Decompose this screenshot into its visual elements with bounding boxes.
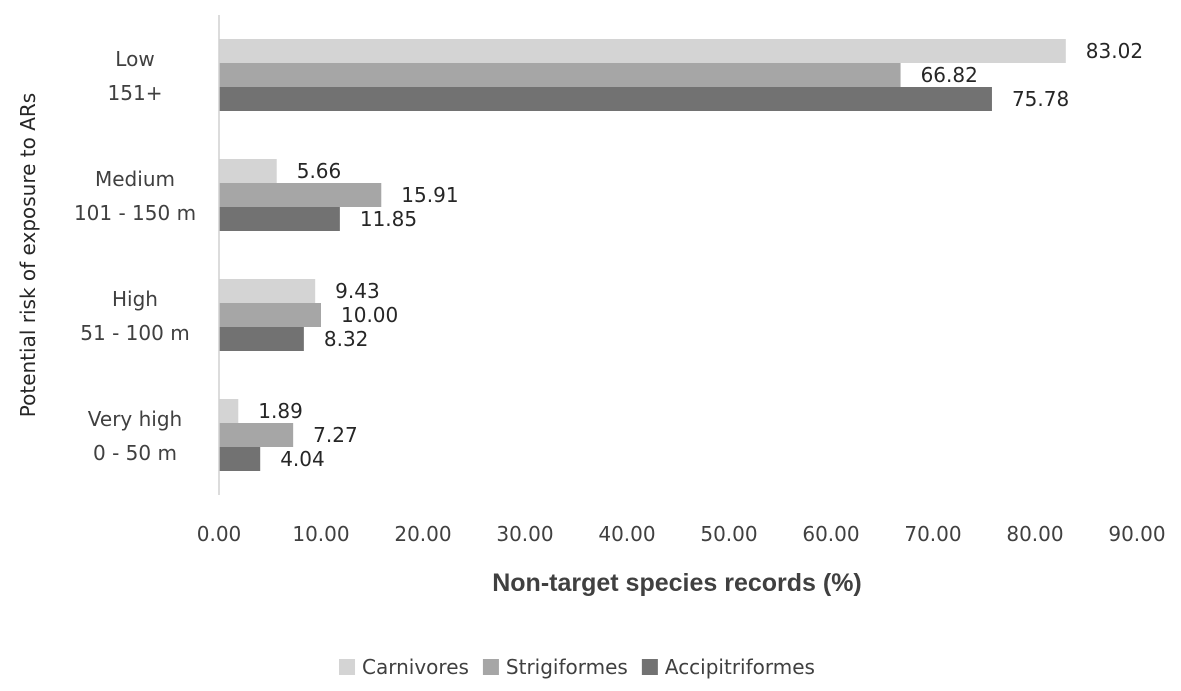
data-label-accipitriformes-2: 11.85 [360,207,417,231]
data-label-carnivores-3: 83.02 [1086,39,1143,63]
y-axis-title: Potential risk of exposure to ARs [16,93,40,417]
bar-strigiformes-1 [219,303,321,327]
data-label-accipitriformes-3: 75.78 [1012,87,1069,111]
data-label-accipitriformes-0: 4.04 [280,447,325,471]
data-label-strigiformes-3: 66.82 [921,63,978,87]
x-tick-label-9: 90.00 [1108,522,1165,546]
category-label-line1-0: Very high [88,407,182,431]
category-label-line2-2: 101 - 150 m [74,201,196,225]
data-label-strigiformes-0: 7.27 [313,423,358,447]
category-label-line2-0: 0 - 50 m [93,441,177,465]
x-tick-label-6: 60.00 [802,522,859,546]
x-tick-label-4: 40.00 [598,522,655,546]
x-tick-label-2: 20.00 [394,522,451,546]
bar-accipitriformes-2 [219,207,340,231]
bar-accipitriformes-3 [219,87,992,111]
bar-carnivores-3 [219,39,1066,63]
x-tick-label-5: 50.00 [700,522,757,546]
category-label-line2-1: 51 - 100 m [80,321,189,345]
legend-swatch-strigiformes [482,659,499,675]
category-label-line1-3: Low [115,47,154,71]
x-tick-label-3: 30.00 [496,522,553,546]
data-label-strigiformes-2: 15.91 [401,183,458,207]
bar-strigiformes-3 [219,63,901,87]
x-tick-label-1: 10.00 [292,522,349,546]
x-tick-label-7: 70.00 [904,522,961,546]
legend: Carnivores Strigiformes Accipitriformes [339,655,815,679]
legend-label-strigiformes: Strigiformes [506,655,628,679]
bars-layer [219,39,1066,471]
bar-accipitriformes-1 [219,327,304,351]
data-label-carnivores-1: 9.43 [335,279,380,303]
x-tick-label-0: 0.00 [197,522,242,546]
bar-accipitriformes-0 [219,447,261,471]
category-label-line2-3: 151+ [108,81,163,105]
data-label-strigiformes-1: 10.00 [341,303,398,327]
data-label-accipitriformes-1: 8.32 [324,327,369,351]
legend-label-carnivores: Carnivores [362,655,469,679]
x-tick-label-8: 80.00 [1006,522,1063,546]
bar-carnivores-0 [219,399,239,423]
x-tick-labels: 0.00 10.00 20.00 30.00 40.00 50.00 60.00 70.00 8… [197,522,1166,546]
legend-swatch-carnivores [339,659,356,675]
legend-label-accipitriformes: Accipitriformes [665,655,815,679]
bar-strigiformes-2 [219,183,382,207]
category-label-line1-1: High [112,287,158,311]
legend-swatch-accipitriformes [641,659,658,675]
category-labels: Very high 0 - 50 m High 51 - 100 m Medium 101… [74,47,196,465]
bar-carnivores-1 [219,279,316,303]
category-label-line1-2: Medium [95,167,175,191]
bar-strigiformes-0 [219,423,294,447]
data-label-carnivores-2: 5.66 [297,159,342,183]
bar-carnivores-2 [219,159,277,183]
x-axis-title: Non-target species records (%) [492,569,862,597]
data-label-carnivores-0: 1.89 [258,399,303,423]
